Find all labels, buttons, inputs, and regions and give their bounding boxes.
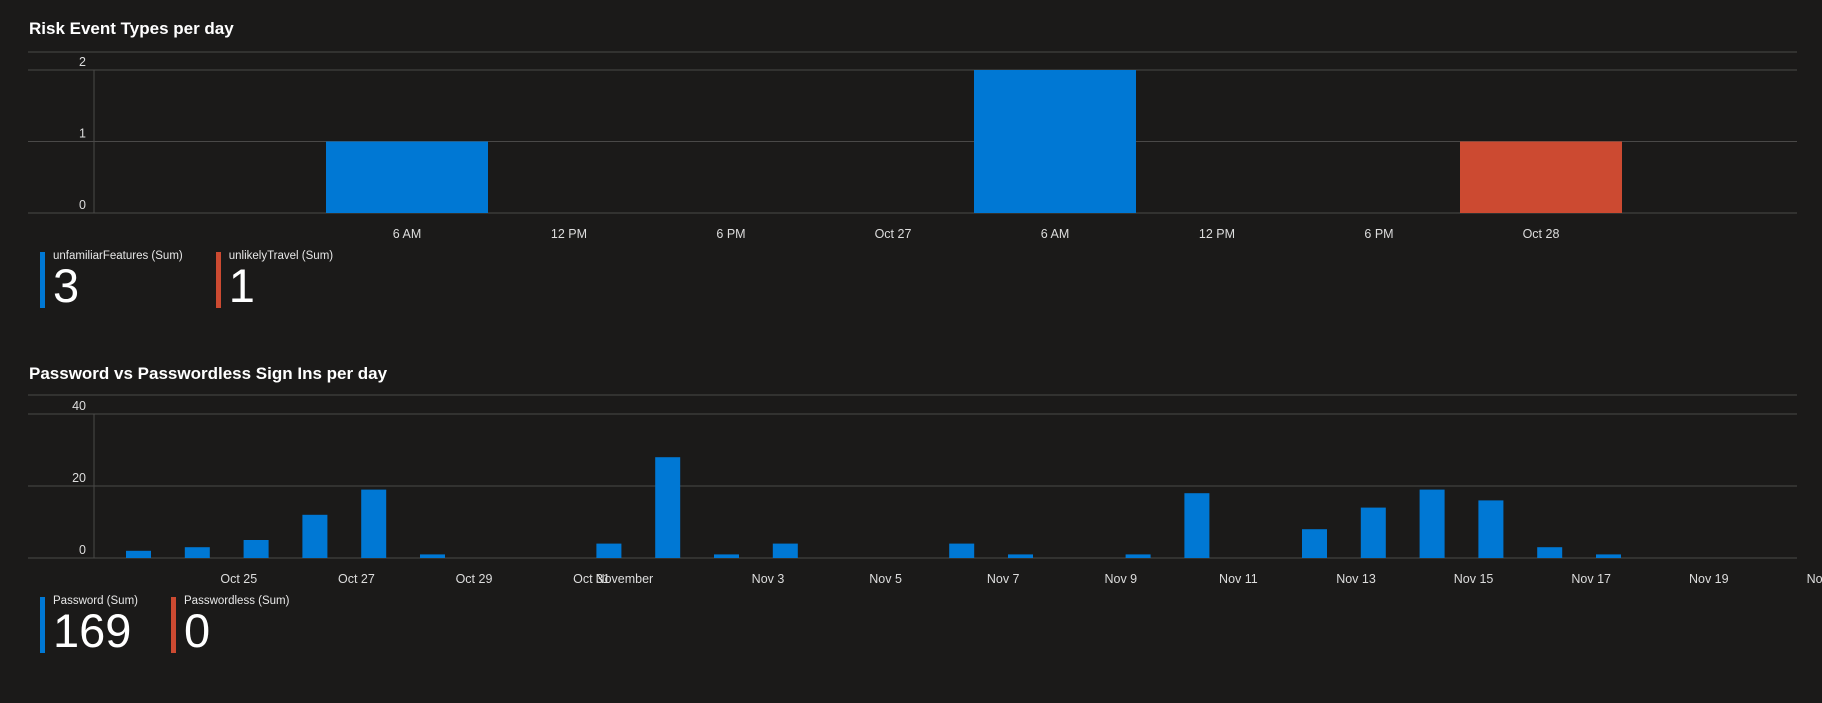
- y-tick-label: 0: [79, 543, 86, 557]
- legend-color-swatch: [40, 252, 45, 308]
- legend-color-swatch: [40, 597, 45, 653]
- bar-Password: [1008, 554, 1033, 558]
- bar-Password: [1478, 500, 1504, 558]
- x-tick-label: Nov 9: [1104, 572, 1137, 586]
- x-tick-label: November: [596, 572, 654, 586]
- x-tick-label: Nov 17: [1571, 572, 1611, 586]
- x-tick-label: Nov 19: [1689, 572, 1729, 586]
- x-tick-label: 6 PM: [1364, 227, 1393, 241]
- bar-Password: [126, 550, 151, 558]
- y-tick-label: 1: [79, 127, 86, 141]
- legend-label: Passwordless (Sum): [184, 595, 290, 607]
- x-tick-label: Nov 15: [1454, 572, 1494, 586]
- chart-legend: Password (Sum) 169 Passwordless (Sum) 0: [40, 595, 322, 657]
- bar-unlikelyTravel: [1460, 141, 1622, 213]
- x-tick-label: Nov 21: [1807, 572, 1822, 586]
- bar-unfamiliarFeatures: [974, 70, 1136, 213]
- bar-Password: [1302, 529, 1327, 558]
- legend-value: 169: [53, 604, 132, 657]
- legend-item-password[interactable]: Password (Sum) 169: [40, 595, 138, 657]
- x-tick-label: Nov 7: [987, 572, 1020, 586]
- risk-event-types-panel: Risk Event Types per day 0 1 2 6 AM 12 PM 6 P…: [0, 0, 1822, 340]
- y-tick-label: 2: [79, 55, 86, 69]
- bar-Password: [184, 547, 210, 558]
- x-tick-label: Nov 3: [752, 572, 785, 586]
- bar-Password: [1360, 507, 1386, 558]
- bar-Password: [1537, 547, 1563, 558]
- chart-title: Risk Event Types per day: [29, 19, 234, 38]
- x-tick-label: Nov 13: [1336, 572, 1376, 586]
- x-tick-label: Oct 28: [1523, 227, 1560, 241]
- bar-Password: [361, 489, 387, 558]
- password-signins-panel: Password vs Passwordless Sign Ins per da…: [0, 345, 1822, 703]
- x-tick-label: Oct 27: [338, 572, 375, 586]
- legend-color-swatch: [215, 252, 221, 308]
- x-tick-label: 6 PM: [716, 227, 745, 241]
- bar-Password: [949, 543, 975, 558]
- bar-Password: [1184, 493, 1210, 558]
- x-tick-label: Nov 5: [869, 572, 902, 586]
- bar-Password: [1419, 489, 1445, 558]
- legend-value: 3: [53, 259, 80, 312]
- legend-color-swatch: [171, 597, 176, 653]
- y-tick-label: 0: [79, 198, 86, 212]
- bar-Password: [714, 554, 739, 558]
- risk-event-types-chart: 0 1 2 6 AM 12 PM 6 PM Oct 27 6 AM 12 PM 6 PM Oct 2…: [28, 51, 1797, 241]
- x-tick-label: Nov 11: [1219, 572, 1258, 586]
- x-tick-label: Oct 27: [875, 227, 912, 241]
- legend-item-passwordless[interactable]: Passwordless (Sum) 0: [171, 595, 290, 657]
- legend-item-unfamiliar-features[interactable]: unfamiliarFeatures (Sum) 3: [40, 250, 183, 312]
- x-tick-label: Oct 29: [456, 572, 493, 586]
- bar-Password: [243, 540, 269, 558]
- y-tick-label: 40: [72, 399, 86, 413]
- x-tick-label: 12 PM: [551, 227, 587, 241]
- bar-Password: [1125, 554, 1151, 558]
- bar-Password: [772, 543, 798, 558]
- legend-label: unfamiliarFeatures (Sum): [53, 250, 183, 262]
- bar-Password: [302, 514, 328, 558]
- x-tick-label: Oct 31: [573, 572, 610, 586]
- bar-Password: [1596, 554, 1621, 558]
- legend-label: Password (Sum): [53, 595, 138, 607]
- legend-value: 0: [184, 604, 211, 657]
- chart-legend: unfamiliarFeatures (Sum) 3 unlikelyTrave…: [40, 250, 366, 312]
- x-tick-label: 12 PM: [1199, 227, 1235, 241]
- bar-Password: [655, 457, 681, 558]
- legend-label: unlikelyTravel (Sum): [228, 250, 334, 262]
- x-tick-label: 6 AM: [393, 227, 422, 241]
- chart-title: Password vs Passwordless Sign Ins per da…: [29, 364, 388, 383]
- bar-unfamiliarFeatures: [326, 141, 488, 213]
- x-tick-label: Oct 25: [220, 572, 257, 586]
- legend-value: 1: [228, 259, 255, 312]
- legend-item-unlikely-travel[interactable]: unlikelyTravel (Sum) 1: [215, 250, 334, 312]
- bar-Password: [420, 554, 445, 558]
- bar-Password: [596, 543, 622, 558]
- x-tick-label: 6 AM: [1041, 227, 1070, 241]
- y-tick-label: 20: [72, 471, 86, 485]
